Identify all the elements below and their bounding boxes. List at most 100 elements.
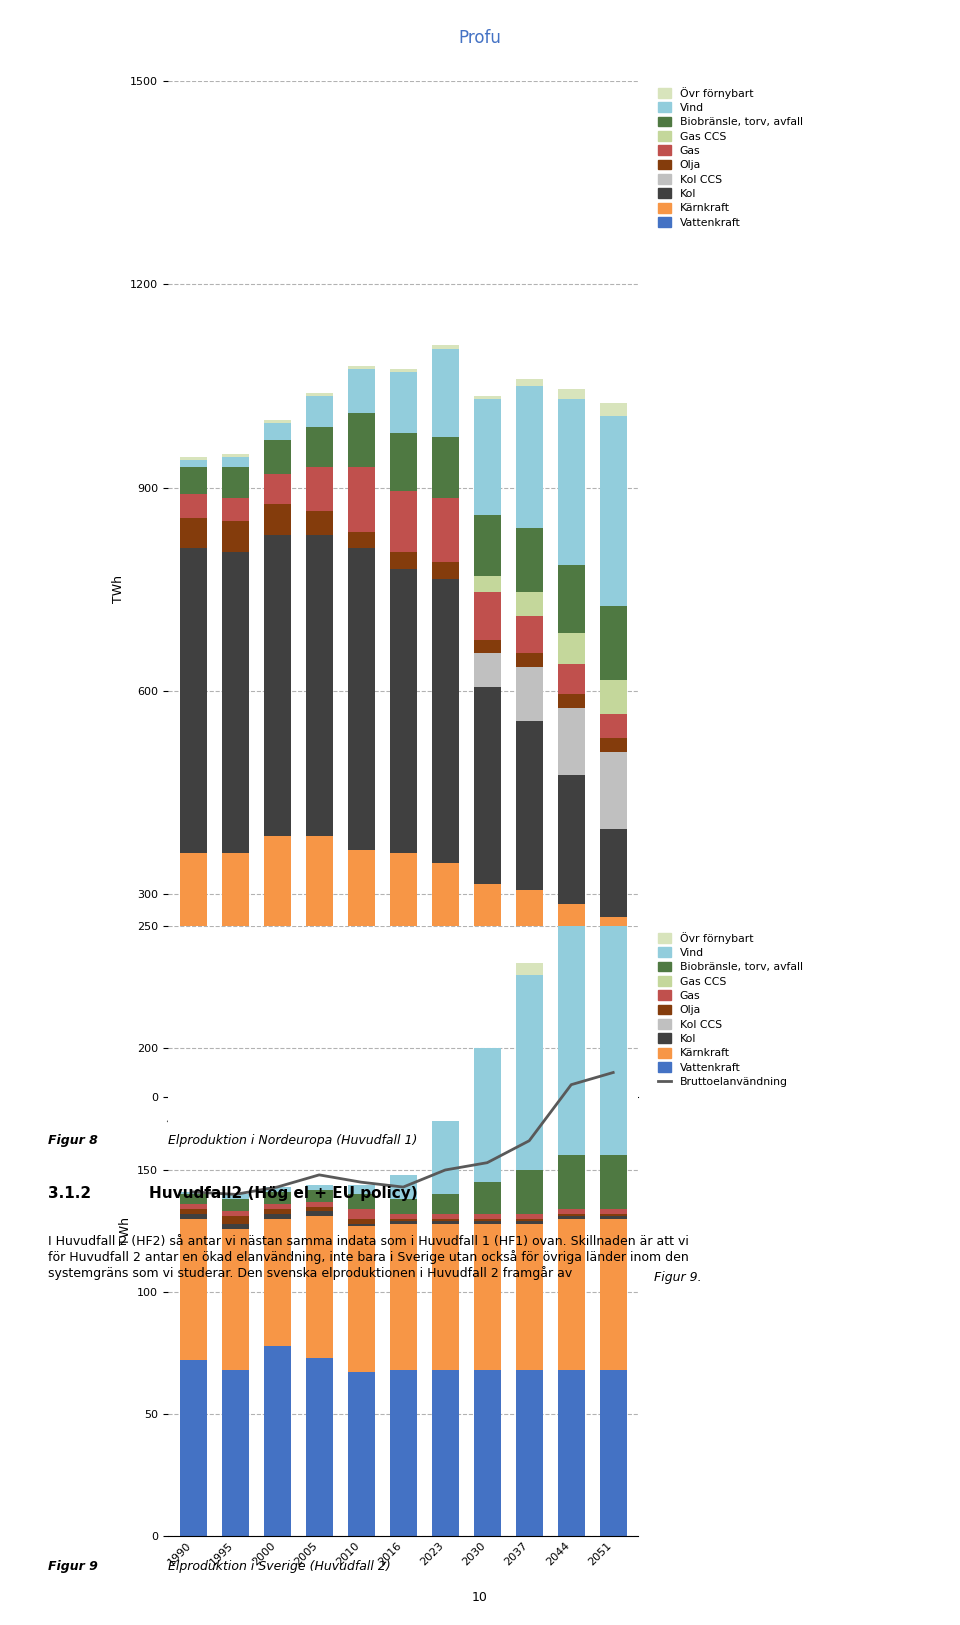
Bar bbox=[600, 1370, 627, 1536]
Bar bbox=[222, 453, 249, 457]
Text: Huvudfall2 (Hög el + EU policy): Huvudfall2 (Hög el + EU policy) bbox=[149, 1186, 418, 1201]
Bruttoelanvändning bbox=[355, 1173, 367, 1193]
Bar bbox=[600, 1216, 627, 1219]
Bar bbox=[305, 396, 333, 426]
Bar bbox=[473, 400, 501, 515]
Bar bbox=[473, 1048, 501, 1183]
Legend: Övr förnybart, Vind, Biobränsle, torv, avfall, Gas CCS, Gas, Olja, Kol CCS, Kol,: Övr förnybart, Vind, Biobränsle, torv, a… bbox=[658, 931, 803, 1087]
Bar bbox=[432, 437, 459, 497]
Bar bbox=[473, 1183, 501, 1214]
Bar bbox=[516, 962, 542, 975]
Bar bbox=[305, 1190, 333, 1202]
Bar bbox=[222, 853, 249, 951]
Bar bbox=[558, 1216, 585, 1219]
Bar bbox=[390, 1370, 417, 1536]
Text: I Huvudfall 2 (HF2) så antar vi nästan samma indata som i Huvudfall 1 (HF1) ovan: I Huvudfall 2 (HF2) så antar vi nästan s… bbox=[48, 1235, 689, 1280]
Bar bbox=[264, 1186, 291, 1193]
Bar bbox=[264, 934, 291, 1097]
Bar bbox=[305, 938, 333, 1097]
Bar bbox=[516, 593, 542, 616]
Bar bbox=[516, 616, 542, 653]
Text: Profu: Profu bbox=[459, 29, 501, 47]
Bar bbox=[180, 460, 206, 468]
Bar bbox=[432, 497, 459, 562]
Bar bbox=[264, 474, 291, 504]
Bar bbox=[222, 522, 249, 552]
Bar bbox=[432, 349, 459, 437]
Bar bbox=[600, 951, 627, 1097]
Bar bbox=[348, 468, 374, 531]
Bruttoelanvändning bbox=[313, 1165, 324, 1185]
Bar bbox=[600, 918, 627, 951]
Bar bbox=[390, 434, 417, 491]
Bar bbox=[180, 457, 206, 460]
Bar bbox=[558, 951, 585, 1097]
Bar bbox=[432, 1370, 459, 1536]
Bar bbox=[348, 549, 374, 850]
Bar bbox=[432, 578, 459, 863]
Text: 3.1.2: 3.1.2 bbox=[48, 1186, 91, 1201]
Bar bbox=[180, 518, 206, 549]
Bar bbox=[558, 390, 585, 400]
Bruttoelanvändning bbox=[187, 1183, 199, 1202]
Bar bbox=[600, 1214, 627, 1216]
Bar bbox=[222, 497, 249, 522]
Bar bbox=[558, 1155, 585, 1209]
Bar bbox=[600, 738, 627, 751]
Bar bbox=[180, 1214, 206, 1219]
Bruttoelanvändning bbox=[229, 1185, 241, 1204]
Bar bbox=[516, 1222, 542, 1224]
Bar bbox=[558, 1209, 585, 1214]
Bar bbox=[558, 566, 585, 634]
Bar bbox=[600, 606, 627, 681]
Bar bbox=[180, 1219, 206, 1360]
Bar bbox=[305, 1185, 333, 1190]
Bar bbox=[473, 1219, 501, 1222]
Bar bbox=[348, 366, 374, 369]
Bar bbox=[390, 1224, 417, 1370]
Bar bbox=[600, 1155, 627, 1209]
Bar bbox=[390, 1219, 417, 1222]
Bar bbox=[305, 1358, 333, 1536]
Bar bbox=[473, 653, 501, 687]
Bar bbox=[516, 1370, 542, 1536]
Bar bbox=[305, 1202, 333, 1206]
Bar bbox=[305, 512, 333, 535]
Bar bbox=[390, 1222, 417, 1224]
Bar bbox=[516, 722, 542, 890]
Bar bbox=[516, 653, 542, 666]
Bar bbox=[348, 1224, 374, 1225]
Bar bbox=[432, 1222, 459, 1224]
Bar bbox=[222, 1370, 249, 1536]
Bar bbox=[558, 775, 585, 904]
Y-axis label: TWh: TWh bbox=[111, 575, 125, 603]
Bar bbox=[558, 1370, 585, 1536]
Bar bbox=[305, 468, 333, 512]
Bar bbox=[432, 951, 459, 1097]
Bar bbox=[432, 1219, 459, 1222]
Bar bbox=[473, 1214, 501, 1219]
Bruttoelanvändning bbox=[440, 1160, 451, 1180]
Bar bbox=[264, 422, 291, 440]
Bar bbox=[390, 1214, 417, 1219]
Bar bbox=[473, 1224, 501, 1370]
Bar bbox=[305, 1216, 333, 1358]
Bar bbox=[473, 687, 501, 884]
Bar bbox=[516, 666, 542, 722]
Bar bbox=[600, 403, 627, 416]
Bar bbox=[473, 593, 501, 640]
Bar bbox=[348, 1372, 374, 1536]
Legend: Övr förnybart, Vind, Biobränsle, torv, avfall, Gas CCS, Gas, Olja, Kol CCS, Kol,: Övr förnybart, Vind, Biobränsle, torv, a… bbox=[658, 86, 803, 228]
Bar bbox=[222, 468, 249, 497]
Text: Elproduktion i Sverige (Huvudfall 2): Elproduktion i Sverige (Huvudfall 2) bbox=[168, 1560, 391, 1573]
Bar bbox=[516, 385, 542, 528]
Bar bbox=[180, 1193, 206, 1194]
Bar bbox=[180, 1209, 206, 1214]
Bar bbox=[264, 440, 291, 474]
Bar bbox=[305, 426, 333, 468]
Bar bbox=[558, 1219, 585, 1370]
Text: 10: 10 bbox=[472, 1591, 488, 1604]
Bar bbox=[432, 863, 459, 951]
Bar bbox=[348, 1209, 374, 1219]
Bar bbox=[348, 1225, 374, 1372]
